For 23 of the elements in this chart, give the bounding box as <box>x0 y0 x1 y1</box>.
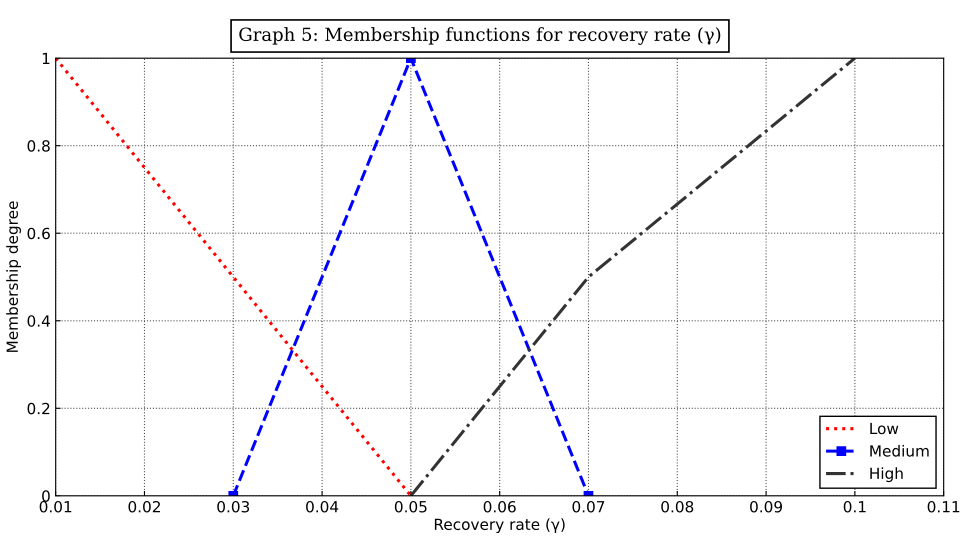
x-tick-label: 0.04 <box>306 500 338 513</box>
x-tick-label: 0.11 <box>928 500 960 513</box>
y-tick-label: 0.2 <box>28 402 50 414</box>
legend-label: Medium <box>870 444 929 457</box>
x-tick-label: 0.01 <box>40 500 72 513</box>
x-tick-label: 0.03 <box>217 500 250 513</box>
y-tick-label: 1 <box>42 52 50 64</box>
legend-label: Low <box>870 422 898 434</box>
x-tick-label: 0.09 <box>750 500 782 513</box>
legend-label: High <box>870 467 903 482</box>
x-axis-title: Recovery rate (γ) <box>434 518 565 534</box>
y-tick-label: 0.4 <box>28 315 50 327</box>
y-tick-label: 0 <box>42 490 50 502</box>
y-tick-label: 0.6 <box>28 228 50 240</box>
chart-title: Graph 5: Membership functions for recovery rate (γ) <box>239 27 720 45</box>
x-tick-label: 0.1 <box>844 500 866 513</box>
y-tick-label: 0.8 <box>28 140 50 152</box>
x-tick-label: 0.05 <box>394 500 427 513</box>
x-tick-label: 0.08 <box>661 500 694 513</box>
x-tick-label: 0.02 <box>128 500 160 513</box>
x-tick-label: 0.06 <box>484 500 516 513</box>
x-tick-label: 0.07 <box>572 500 604 513</box>
y-axis-title: Membership degree <box>6 201 21 352</box>
